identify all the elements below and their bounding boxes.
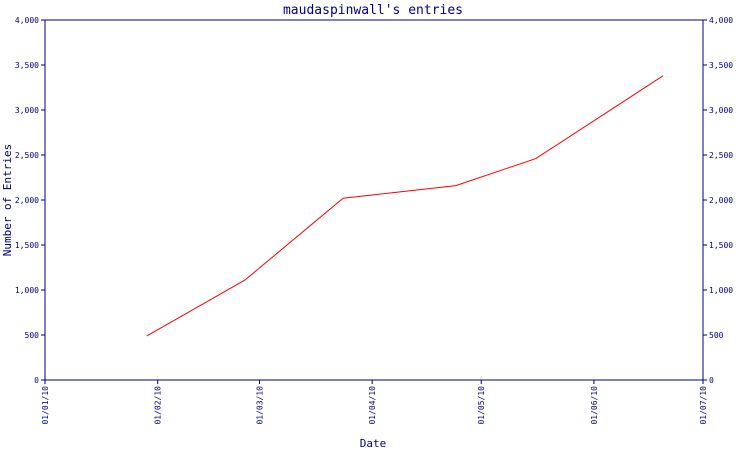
y-tick-label-right: 4,000 [709, 16, 733, 25]
y-tick-label-left: 4,000 [15, 16, 39, 25]
y-tick-label-right: 2,500 [709, 151, 733, 160]
plot-area-frame [44, 19, 704, 381]
y-ticks-right: 0 500 1,000 1,500 2,000 2,500 3,000 3,500 4,000 [703, 16, 733, 385]
series-line [146, 75, 664, 337]
series-group [146, 75, 664, 337]
x-tick-label: 01/04/10 [368, 386, 377, 425]
y-tick-label-right: 1,500 [709, 241, 733, 250]
y-tick-label-left: 0 [34, 376, 39, 385]
x-tick-label: 01/03/10 [255, 386, 264, 425]
y-tick-label-right: 2,000 [709, 196, 733, 205]
y-tick-label-right: 0 [709, 376, 714, 385]
y-tick-label-right: 3,500 [709, 61, 733, 70]
y-tick-label-left: 2,500 [15, 151, 39, 160]
x-tick-label: 01/01/10 [41, 386, 50, 425]
chart-title: maudaspinwall's entries [283, 3, 463, 18]
x-tick-label: 01/02/10 [154, 386, 163, 425]
y-tick-label-right: 3,000 [709, 106, 733, 115]
y-tick-label-right: 500 [709, 331, 724, 340]
y-tick-label-left: 3,500 [15, 61, 39, 70]
y-ticks-left: 0 500 1,000 1,500 2,000 2,500 3,000 3,500 4,000 [15, 16, 45, 385]
y-tick-label-left: 1,000 [15, 286, 39, 295]
y-tick-label-left: 3,000 [15, 106, 39, 115]
x-tick-label: 01/06/10 [590, 386, 599, 425]
x-ticks: 01/01/10 01/02/10 01/03/10 01/04/10 01/05/10… [41, 380, 708, 425]
y-tick-label-left: 500 [25, 331, 40, 340]
y-tick-label-left: 2,000 [15, 196, 39, 205]
x-axis-label: Date [360, 437, 387, 450]
x-tick-label: 01/07/10 [699, 386, 708, 425]
x-tick-label: 01/05/10 [477, 386, 486, 425]
y-axis-label: Number of Entries [1, 144, 14, 257]
y-tick-label-right: 1,000 [709, 286, 733, 295]
y-tick-label-left: 1,500 [15, 241, 39, 250]
